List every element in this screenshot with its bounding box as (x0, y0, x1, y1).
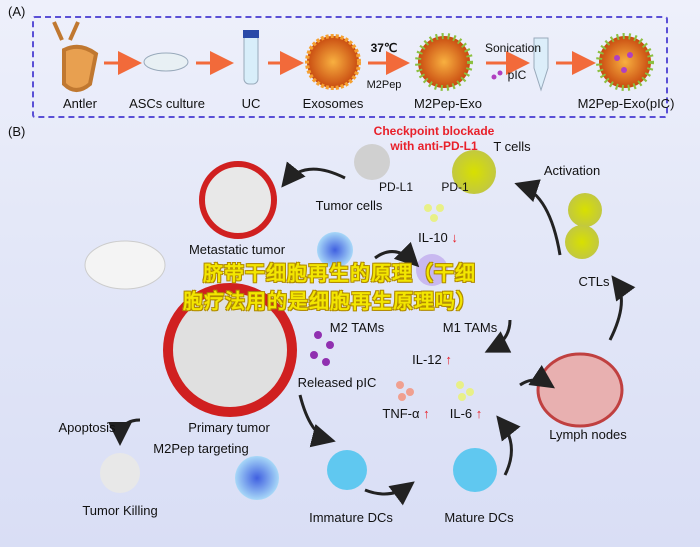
killed-tumor-icon (100, 453, 140, 493)
m1-tam-icon (416, 254, 448, 286)
cycle-arrows (108, 161, 636, 506)
tnf-label: TNF-α ↑ (382, 406, 430, 421)
lymph-nodes-label: Lymph nodes (549, 427, 627, 442)
metastatic-tumor-icon (199, 161, 277, 239)
t-cell-icon (452, 150, 496, 194)
checkpoint-label-2: with anti-PD-L1 (390, 139, 478, 153)
released-pic-label: Released pIC (297, 375, 377, 390)
mature-dcs-label: Mature DCs (444, 510, 514, 525)
mouse-icon (84, 240, 166, 290)
m2pep-targeting-label: M2Pep targeting (153, 441, 249, 456)
tumor-killing-label: Tumor Killing (82, 503, 158, 518)
pd-1-label: PD-1 (441, 180, 469, 194)
ctl-icon (568, 193, 602, 227)
panel-b-label: (B) (8, 124, 26, 139)
eppendorf-icon (533, 37, 549, 92)
m2-tam-icon (317, 232, 353, 268)
panel-a-label: (A) (8, 4, 26, 19)
pd-l1-label: PD-L1 (378, 180, 414, 194)
m1-tams-label: M1 TAMs (442, 320, 498, 335)
watermark-line-1: 脐带干细胞再生的原理（干细 (203, 263, 476, 285)
il12-label: IL-12 ↑ (412, 352, 452, 367)
lymph-node-icon (536, 352, 624, 428)
primary-tumor-icon (163, 283, 297, 417)
pic-label: pIC (507, 68, 527, 82)
step-label: M2Pep-Exo(pIC) (577, 96, 675, 111)
il10-label: IL-10 ↓ (418, 230, 458, 245)
sonication-label: Sonication (484, 41, 542, 55)
pic-dots (310, 331, 334, 366)
il6-label: IL-6 ↑ (449, 406, 483, 421)
temperature-label: 37℃ (370, 41, 398, 55)
step-label: Exosomes (302, 96, 364, 111)
petri-dish-icon (143, 52, 189, 72)
pic-particles (491, 52, 633, 80)
deer-icon (52, 21, 99, 92)
tumor-cell-icon (354, 144, 390, 180)
watermark-line-2: 胞疗法用的是细胞再生原理吗） (183, 291, 477, 313)
ctl-icon (565, 225, 599, 259)
m2pep-exo-icon (415, 33, 473, 91)
tnf-dots (396, 381, 414, 401)
tumor-cells-label: Tumor cells (315, 198, 383, 213)
cytokine-dots (424, 204, 474, 401)
step-label: M2Pep-Exo (414, 96, 482, 111)
panel-a-frame (32, 16, 668, 118)
mature-dc-icon (453, 448, 497, 492)
m2pep-exo-pic-icon (596, 33, 654, 91)
targeted-macrophage-icon (235, 456, 279, 500)
step-label: Antler (63, 96, 97, 111)
step-label: UC (241, 96, 261, 111)
exosome-icon (305, 34, 361, 90)
t-cells-label: T cells (493, 139, 531, 154)
apoptosis-label: Apoptosis (58, 420, 116, 435)
tube-cap-icon (243, 30, 259, 38)
metastatic-tumor-label: Metastatic tumor (188, 242, 286, 257)
immature-dcs-label: Immature DCs (309, 510, 393, 525)
activation-label: Activation (543, 163, 601, 178)
step-label: ASCs culture (129, 96, 205, 111)
immature-dc-icon (327, 450, 367, 490)
primary-tumor-label: Primary tumor (188, 420, 270, 435)
checkpoint-label: Checkpoint blockade (373, 124, 495, 138)
m2-tams-label: M2 TAMs (329, 320, 385, 335)
peptide-label: M2Pep (366, 79, 402, 91)
ctls-label: CTLs (578, 274, 610, 289)
